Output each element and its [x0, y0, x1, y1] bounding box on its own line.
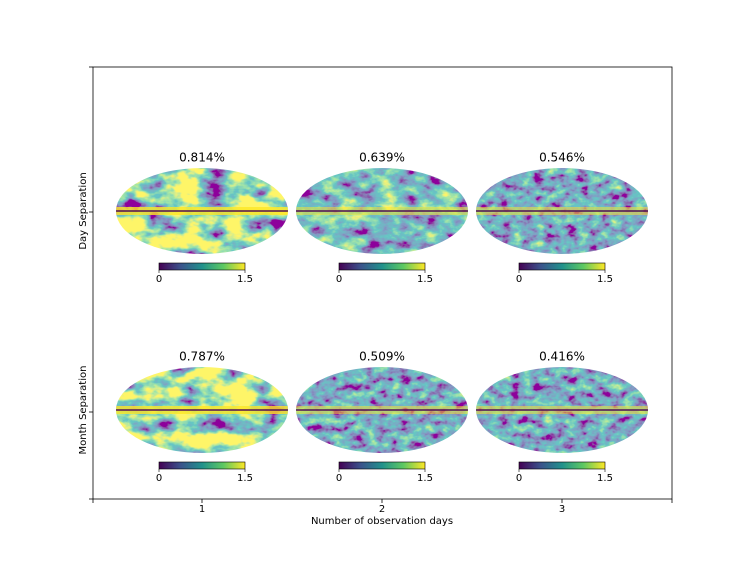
colorbar [158, 262, 246, 271]
panel-title: 0.814% [179, 151, 225, 165]
colorbar-tick-label: 1.5 [417, 274, 433, 285]
panel-title: 0.416% [539, 350, 585, 364]
row-label: Day Separation [78, 172, 89, 249]
galactic-plane-edge [116, 210, 288, 212]
row-label: Month Separation [78, 366, 89, 455]
colorbar-tick-label: 0 [156, 274, 162, 285]
colorbar-tick-label: 0 [156, 473, 162, 484]
x-tick-label: 3 [559, 504, 565, 515]
colorbar-tick-label: 0 [516, 473, 522, 484]
sky-map [476, 168, 648, 254]
panel-title: 0.787% [179, 350, 225, 364]
sky-map [116, 367, 288, 453]
galactic-plane-edge [296, 210, 468, 212]
galactic-plane-edge [116, 409, 288, 411]
colorbar-tick-label: 0 [336, 473, 342, 484]
panel-title: 0.639% [359, 151, 405, 165]
x-axis-label: Number of observation days [311, 516, 453, 527]
sky-map [296, 367, 468, 453]
colorbar-tick-label: 1.5 [237, 473, 253, 484]
colorbar-tick-label: 1.5 [597, 274, 613, 285]
colorbar [518, 461, 606, 470]
colorbar-tick-label: 0 [336, 274, 342, 285]
axes-frame [92, 66, 673, 500]
sky-map [116, 168, 288, 254]
left-ticks [89, 66, 673, 503]
colorbar [338, 262, 426, 271]
sky-map [296, 168, 468, 254]
colorbar-tick-label: 1.5 [237, 274, 253, 285]
galactic-plane-edge [476, 409, 648, 411]
panel-title: 0.509% [359, 350, 405, 364]
colorbar-tick-label: 1.5 [597, 473, 613, 484]
sky-map [476, 367, 648, 453]
x-tick-label: 1 [199, 504, 205, 515]
panel-title: 0.546% [539, 151, 585, 165]
colorbar [518, 262, 606, 271]
galactic-plane-edge [476, 210, 648, 212]
colorbar [338, 461, 426, 470]
x-tick-label: 2 [379, 504, 385, 515]
galactic-plane-edge [296, 409, 468, 411]
colorbar-tick-label: 1.5 [417, 473, 433, 484]
colorbar-tick-label: 0 [516, 274, 522, 285]
colorbar [158, 461, 246, 470]
